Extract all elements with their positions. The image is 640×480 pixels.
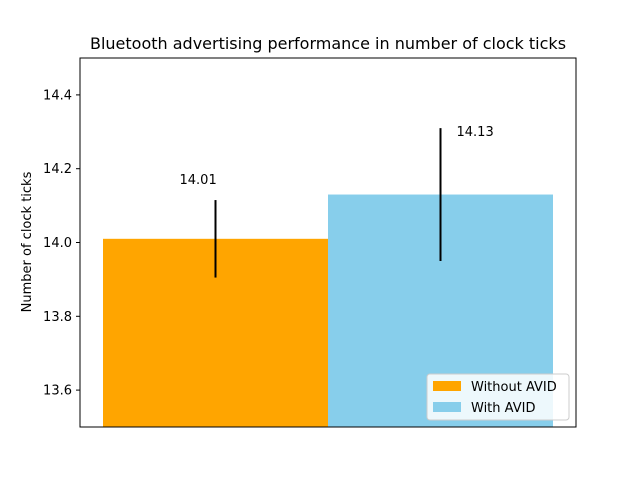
y-tick-label-3: 14.0 — [43, 236, 72, 251]
y-tick-label-5: 14.4 — [43, 88, 72, 103]
y-tick-label-2: 13.8 — [43, 310, 72, 325]
chart-title: Bluetooth advertising performance in num… — [90, 34, 566, 53]
legend-label-2: With AVID — [471, 401, 535, 416]
legend: Without AVID With AVID — [426, 373, 570, 421]
legend-box — [426, 373, 570, 421]
y-tick-label-1: 13.6 — [43, 384, 72, 399]
legend-label-1: Without AVID — [471, 380, 557, 395]
data-label-1: 14.01 — [180, 173, 217, 188]
legend-swatch-1 — [433, 381, 461, 391]
y-tick-label-4: 14.2 — [43, 162, 72, 177]
y-axis-label: Number of clock ticks — [20, 171, 35, 312]
legend-swatch-2 — [433, 402, 461, 412]
plot-area: 14.01 14.13 13.6 13.8 14.0 14.2 14.4 — [43, 57, 577, 428]
data-label-2: 14.13 — [457, 125, 494, 140]
